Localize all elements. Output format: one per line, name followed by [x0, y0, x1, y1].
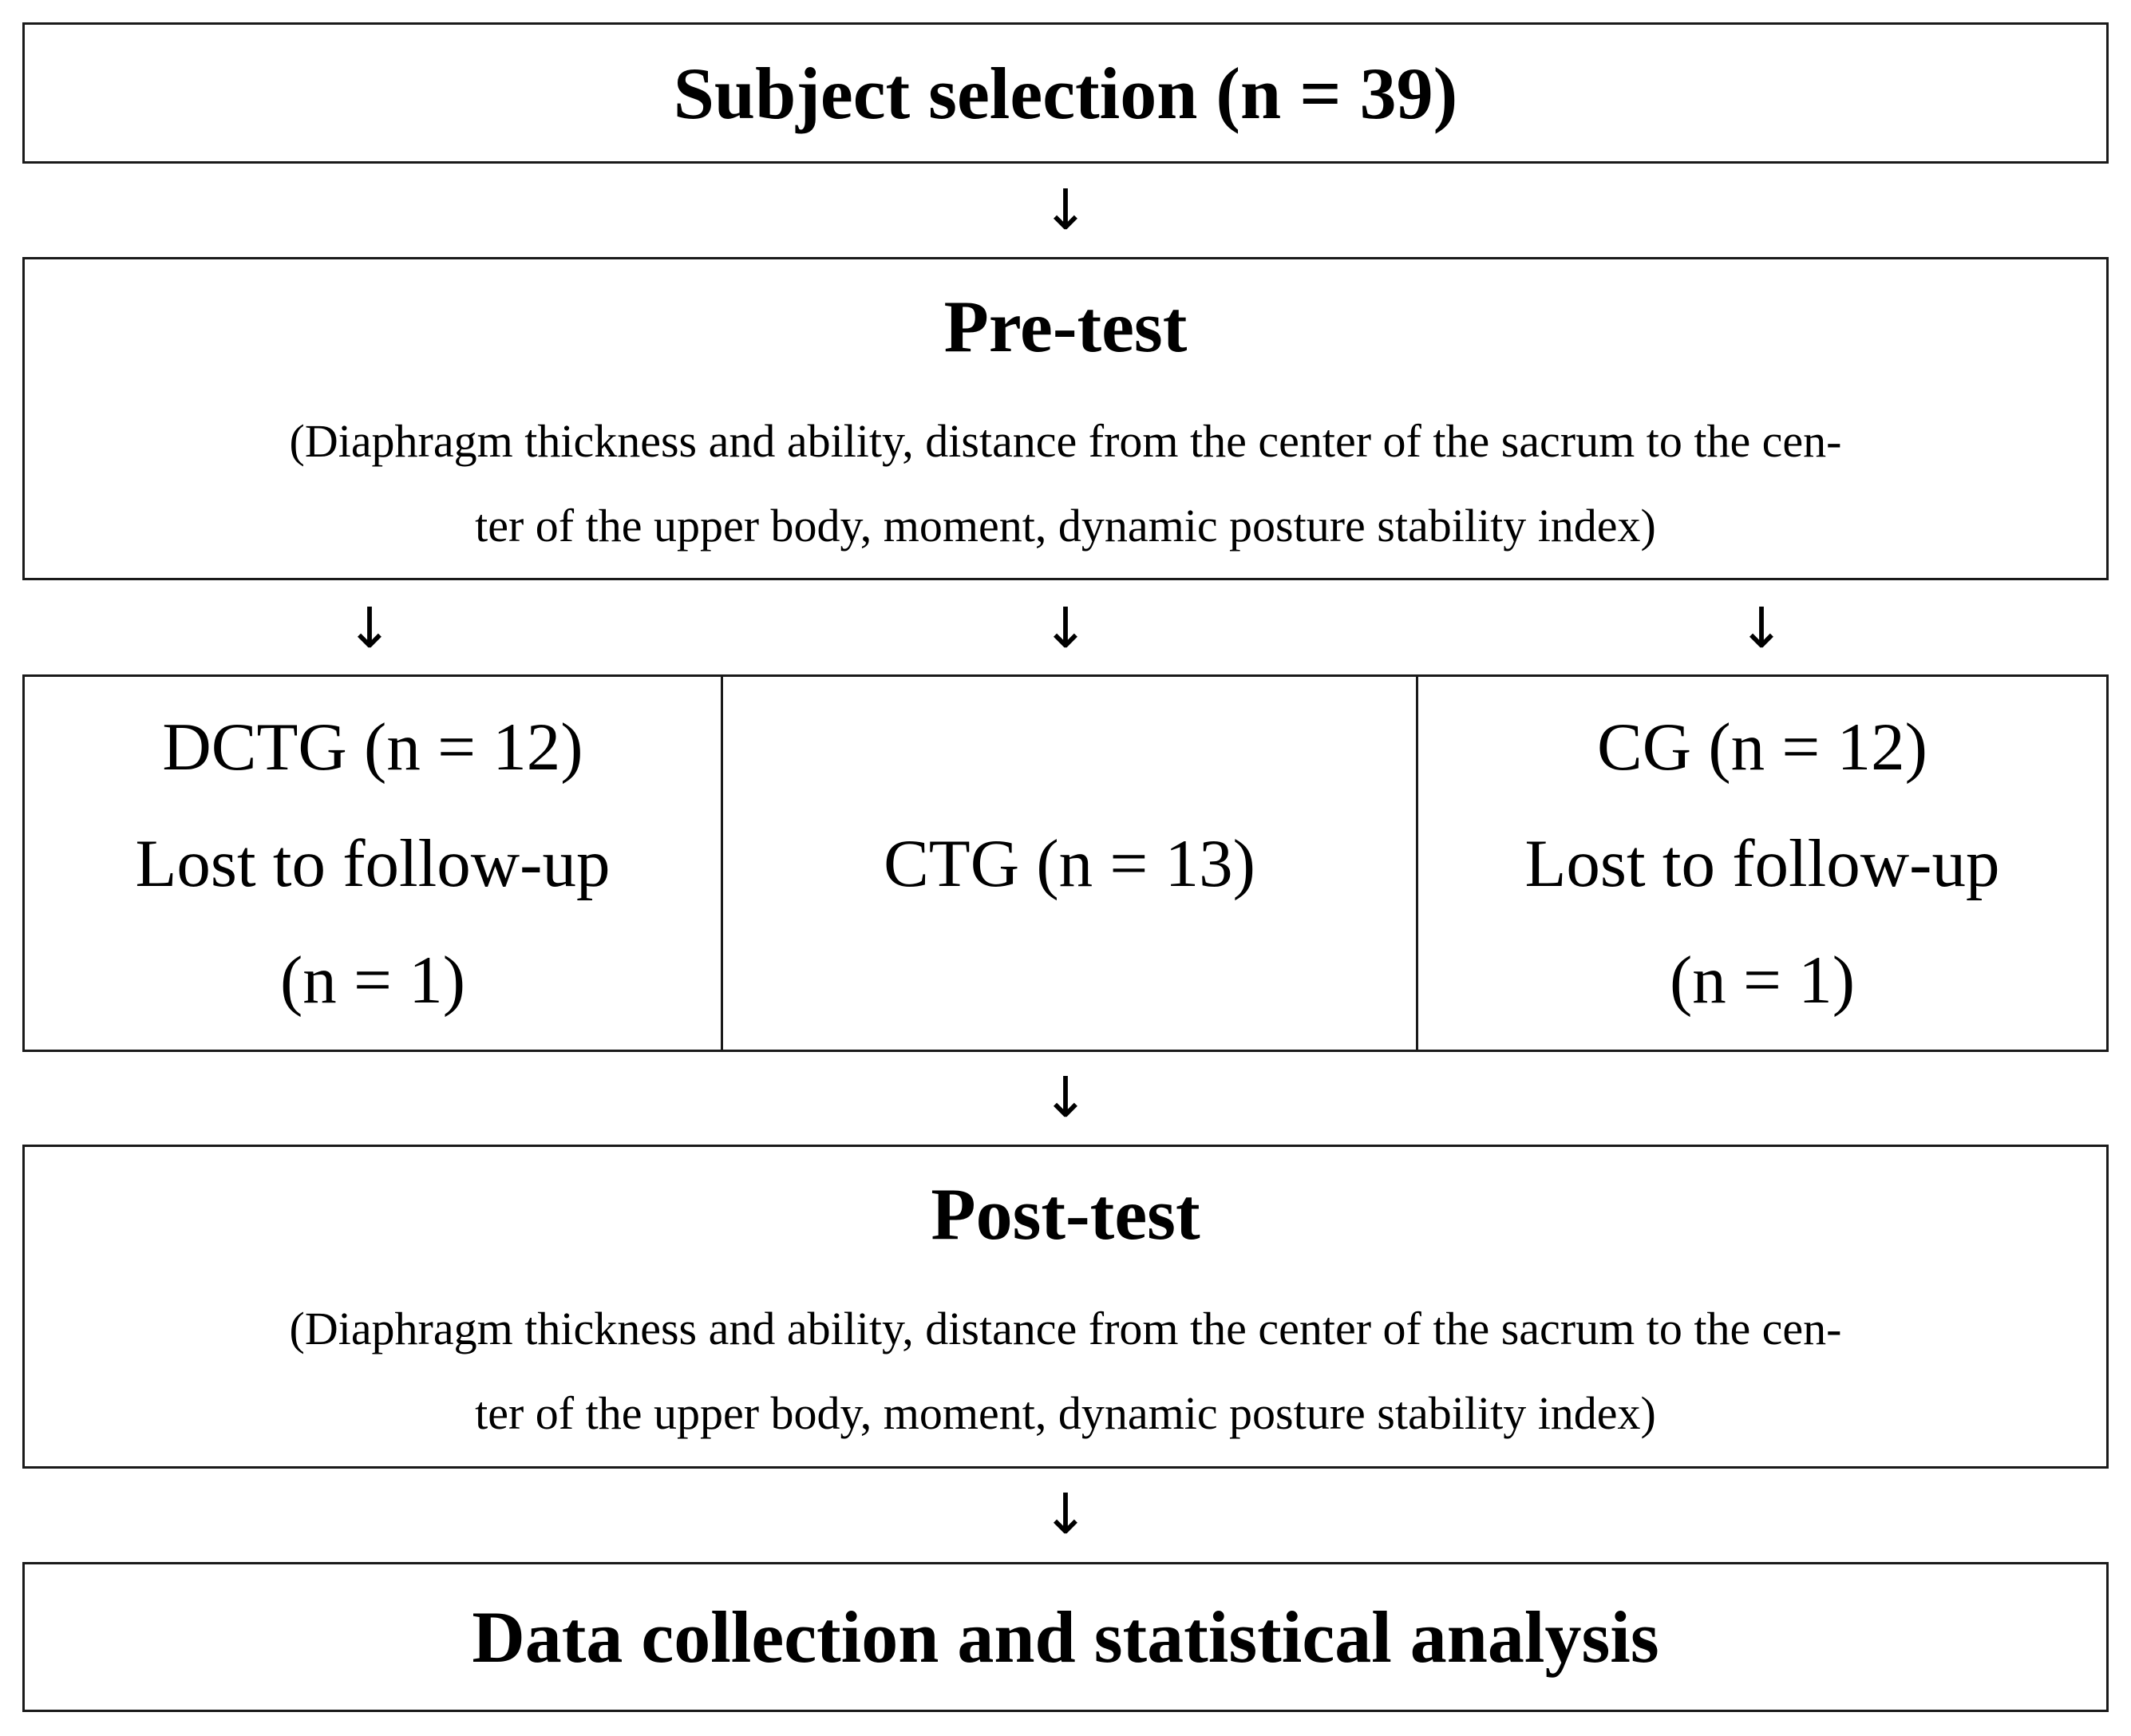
arrow-down-icon: ↓ — [1738, 595, 1785, 661]
group-dctg-lost-count: (n = 1) — [279, 942, 466, 1018]
arrow-down-icon: ↓ — [1042, 1481, 1089, 1547]
group-dctg-count: DCTG (n = 12) — [162, 709, 583, 785]
subject-selection-box: Subject selection (n = 39) — [22, 22, 2109, 164]
pretest-detail-line1: (Diaphragm thickness and ability, distan… — [289, 415, 1842, 467]
analysis-box: Data collection and statistical analysis — [22, 1562, 2109, 1712]
group-cg-lost-label: Lost to follow-up — [1524, 825, 2000, 901]
arrow-down-icon: ↓ — [1042, 595, 1089, 661]
group-cg: CG (n = 12) Lost to follow-up (n = 1) — [1416, 677, 2106, 1050]
arrow-down-icon: ↓ — [1042, 1065, 1089, 1130]
posttest-title: Post-test — [931, 1173, 1200, 1255]
group-cg-lost-count: (n = 1) — [1669, 942, 1856, 1018]
subject-selection-label: Subject selection (n = 39) — [673, 52, 1458, 134]
posttest-detail-line1: (Diaphragm thickness and ability, distan… — [289, 1303, 1842, 1354]
group-ctg: CTG (n = 13) — [721, 677, 1416, 1050]
pretest-detail-line2: ter of the upper body, moment, dynamic p… — [475, 500, 1656, 552]
group-cg-count: CG (n = 12) — [1597, 709, 1927, 785]
posttest-detail-line2: ter of the upper body, moment, dynamic p… — [475, 1387, 1656, 1439]
arrow-down-icon: ↓ — [1042, 177, 1089, 243]
posttest-box: Post-test (Diaphragm thickness and abili… — [22, 1145, 2109, 1469]
analysis-label: Data collection and statistical analysis — [472, 1596, 1659, 1678]
arrow-down-icon: ↓ — [346, 595, 393, 661]
groups-box: DCTG (n = 12) Lost to follow-up (n = 1) … — [22, 674, 2109, 1052]
pretest-box: Pre-test (Diaphragm thickness and abilit… — [22, 257, 2109, 580]
pretest-title: Pre-test — [943, 286, 1188, 367]
group-ctg-count: CTG (n = 13) — [884, 825, 1255, 901]
group-dctg: DCTG (n = 12) Lost to follow-up (n = 1) — [25, 677, 721, 1050]
group-dctg-lost-label: Lost to follow-up — [135, 825, 611, 901]
